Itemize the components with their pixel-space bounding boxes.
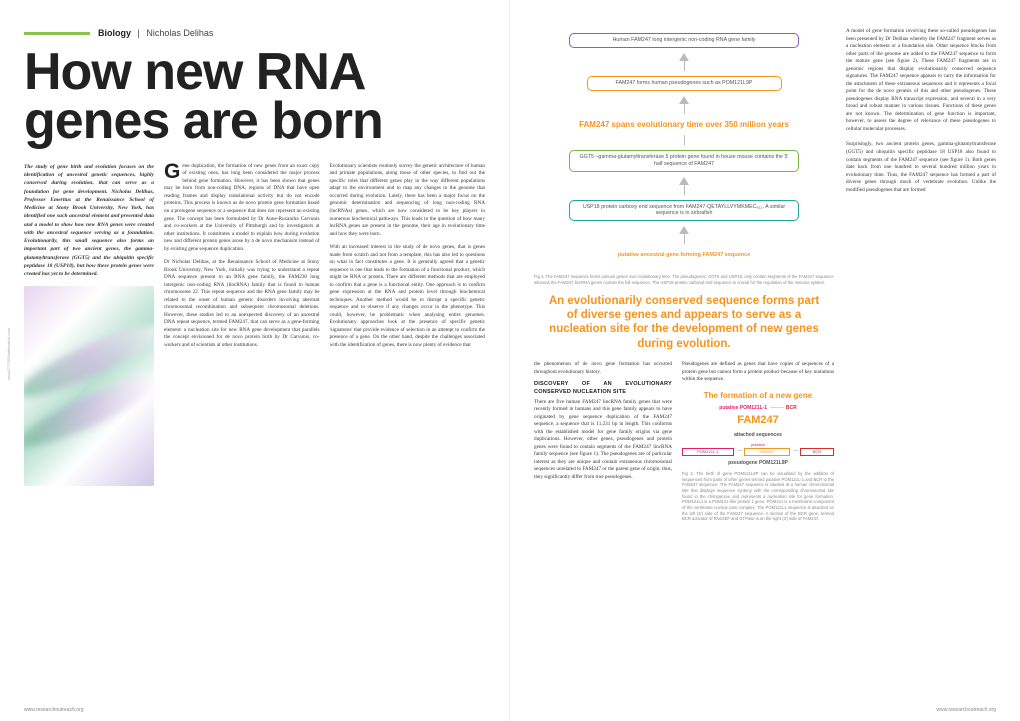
- footer-url-left: www.researchoutreach.org: [24, 707, 83, 713]
- arrow-icon: [679, 96, 689, 104]
- arrow-icon: [679, 177, 689, 185]
- footer-url-right: www.researchoutreach.org: [937, 707, 996, 713]
- fig2-pom-label: putative POM121L-1: [719, 405, 767, 412]
- fig2-bcr-label: BCR: [786, 405, 797, 412]
- arrow-icon: [679, 226, 689, 234]
- author-name: Nicholas Delihas: [146, 28, 213, 38]
- fig2-pseudo: pseudogene POM121L9P: [682, 460, 834, 467]
- flow-node-3: GGT5 –gamma-glutamyltransferase 5 protei…: [569, 150, 799, 172]
- figure-2: The formation of a new gene putative POM…: [682, 390, 834, 522]
- fig1-caption: Fig 1. The FAM247 sequence forms various…: [534, 274, 834, 285]
- category-label: Biology: [98, 28, 131, 38]
- flow-node-1: Human FAM247 long intergenic non-coding …: [569, 33, 799, 48]
- author-divider: |: [135, 28, 142, 38]
- fig2-fam-label: FAM247: [682, 413, 834, 429]
- body-columns: The study of gene birth and evolution fo…: [24, 163, 485, 487]
- rcol1b: There are five human FAM247 lincRNA fami…: [534, 399, 672, 482]
- fig2-title: The formation of a new gene: [682, 390, 834, 402]
- dna-illustration: [24, 286, 154, 486]
- flowchart: Human FAM247 long intergenic non-coding …: [554, 33, 814, 262]
- side-para-1: A model of gene formation involving thes…: [846, 28, 996, 133]
- accent-bar: [24, 32, 90, 35]
- body-col2b: Dr Nicholas Delihas, at the Renaissance …: [164, 259, 320, 349]
- body-col3b: With an increased interest in the study …: [330, 244, 486, 349]
- rcol2: Pseudogenes are defined as genes that ha…: [682, 361, 834, 384]
- dash-icon: — — —: [770, 405, 783, 412]
- rcol1a: the phenomenon of de novo gene formation…: [534, 361, 672, 376]
- seg-fam: FAM247: [744, 448, 790, 456]
- subhead-discovery: DISCOVERY OF AN EVOLUTIONARY CONSERVED N…: [534, 380, 672, 396]
- body-col3a: Evolutionary scientists routinely survey…: [330, 163, 486, 238]
- flow-node-5: putative ancestral gene forming FAM247 s…: [564, 249, 804, 262]
- arrow-icon: [679, 53, 689, 61]
- seg-bcr: BCR: [800, 448, 834, 456]
- seg-pom: POM121L-1: [682, 448, 734, 456]
- dropcap: G: [164, 163, 182, 181]
- page-headline: How new RNA genes are born: [24, 48, 485, 147]
- image-credit: seao27775/Shutterstock.com: [6, 328, 11, 380]
- flow-title: FAM247 spans evolutionary time over 350 …: [554, 120, 814, 129]
- side-column: A model of gene formation involving thes…: [846, 28, 996, 194]
- fig2-attached: attached sequences: [682, 432, 834, 439]
- flow-node-2: FAM247 forms human pseudogenes such as P…: [587, 76, 782, 91]
- fig2-caption: Fig 2. The birth of gene POM121L9P can b…: [682, 471, 834, 522]
- header-bar: Biology | Nicholas Delihas: [24, 28, 485, 38]
- flow-node-4: USP18 protein carboxy end sequence from …: [569, 200, 799, 222]
- body-col2a: Gene duplication, the formation of new g…: [164, 163, 320, 253]
- side-para-2: Surprisingly, two ancient protein genes,…: [846, 141, 996, 194]
- intro-paragraph: The study of gene birth and evolution fo…: [24, 163, 154, 279]
- pull-quote: An evolutionarily conserved sequence for…: [548, 294, 820, 352]
- right-body-columns: the phenomenon of de novo gene formation…: [534, 361, 834, 530]
